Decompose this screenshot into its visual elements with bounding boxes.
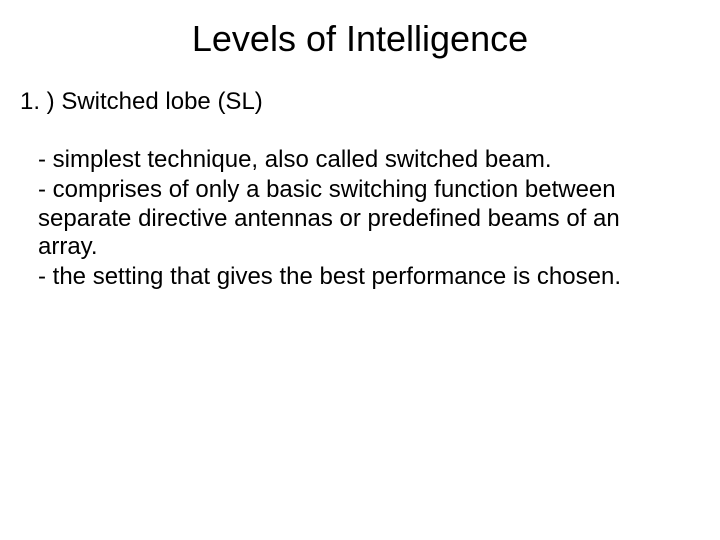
slide-subheading: 1. ) Switched lobe (SL) bbox=[0, 70, 720, 116]
slide-body: - simplest technique, also called switch… bbox=[0, 116, 720, 292]
slide-title: Levels of Intelligence bbox=[0, 0, 720, 70]
slide: Levels of Intelligence 1. ) Switched lob… bbox=[0, 0, 720, 540]
bullet-item: - comprises of only a basic switching fu… bbox=[38, 176, 682, 261]
bullet-item: - simplest technique, also called switch… bbox=[38, 146, 682, 174]
bullet-item: - the setting that gives the best perfor… bbox=[38, 263, 682, 291]
